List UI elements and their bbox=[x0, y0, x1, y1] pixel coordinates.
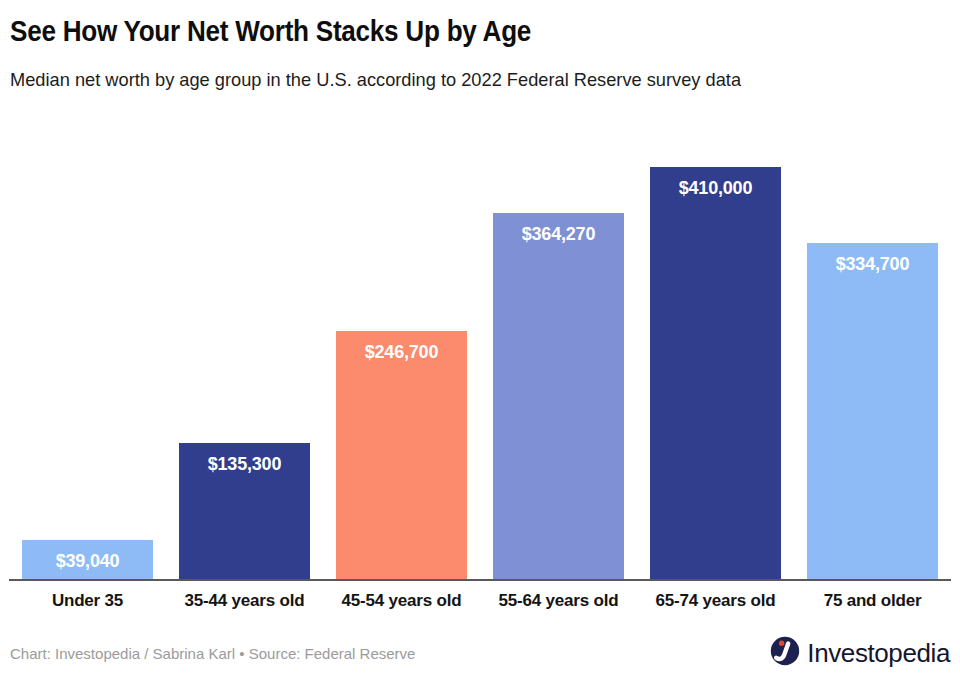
bar-value-label: $39,040 bbox=[22, 551, 153, 572]
x-axis-label: 55-64 years old bbox=[480, 591, 637, 611]
bar-value-label: $410,000 bbox=[650, 178, 781, 199]
bar-chart: $39,040 $135,300 $246,700 $364,270 $410,000 $… bbox=[9, 91, 951, 611]
bar-column-5: $334,700 bbox=[794, 127, 951, 579]
x-axis-label: Under 35 bbox=[9, 591, 166, 611]
chart-title: See How Your Net Worth Stacks Up by Age bbox=[10, 14, 828, 48]
bar-column-2: $246,700 bbox=[323, 127, 480, 579]
chart-header: See How Your Net Worth Stacks Up by Age … bbox=[0, 0, 960, 91]
bar-value-label: $364,270 bbox=[493, 224, 624, 245]
x-axis-labels: Under 3535-44 years old45-54 years old55… bbox=[9, 581, 951, 611]
x-axis-label: 65-74 years old bbox=[637, 591, 794, 611]
bar-value-label: $246,700 bbox=[336, 342, 467, 363]
credit-line: Chart: Investopedia / Sabrina Karl • Sou… bbox=[10, 645, 415, 662]
bar-2: $246,700 bbox=[336, 331, 467, 579]
bar-column-3: $364,270 bbox=[480, 127, 637, 579]
bar-0: $39,040 bbox=[22, 540, 153, 579]
investopedia-logo: Investopedia bbox=[770, 636, 950, 670]
bar-4: $410,000 bbox=[650, 167, 781, 579]
bar-5: $334,700 bbox=[807, 243, 938, 579]
investopedia-logo-icon bbox=[770, 636, 800, 670]
x-axis-label: 35-44 years old bbox=[166, 591, 323, 611]
bar-column-4: $410,000 bbox=[637, 127, 794, 579]
bar-3: $364,270 bbox=[493, 213, 624, 579]
bar-value-label: $334,700 bbox=[807, 254, 938, 275]
chart-subtitle: Median net worth by age group in the U.S… bbox=[10, 69, 912, 91]
bar-value-label: $135,300 bbox=[179, 454, 310, 475]
investopedia-logo-text: Investopedia bbox=[807, 638, 950, 669]
bar-column-0: $39,040 bbox=[9, 127, 166, 579]
plot-area: $39,040 $135,300 $246,700 $364,270 $410,000 $… bbox=[9, 127, 951, 581]
x-axis-label: 75 and older bbox=[794, 591, 951, 611]
bar-1: $135,300 bbox=[179, 443, 310, 579]
x-axis-label: 45-54 years old bbox=[323, 591, 480, 611]
bar-column-1: $135,300 bbox=[166, 127, 323, 579]
chart-footer: Chart: Investopedia / Sabrina Karl • Sou… bbox=[0, 636, 960, 686]
